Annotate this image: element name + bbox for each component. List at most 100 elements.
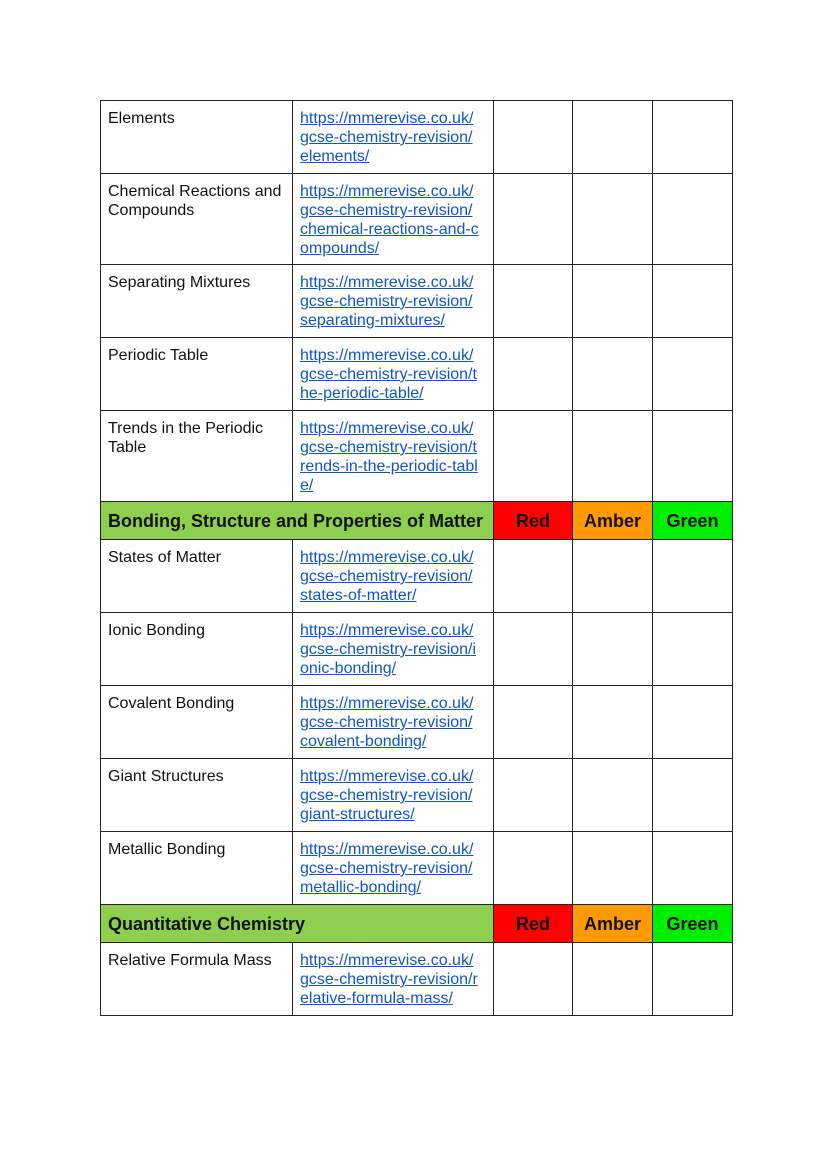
green-rating-cell[interactable] <box>652 539 733 613</box>
amber-rating-cell[interactable] <box>572 173 653 265</box>
link-text-line: chemical-reactions-and-c <box>300 221 479 238</box>
amber-rating-cell[interactable] <box>572 264 653 338</box>
link-cell: https://mmerevise.co.uk/gcse-chemistry-r… <box>292 758 494 832</box>
revision-link[interactable]: https://mmerevise.co.uk/gcse-chemistry-r… <box>300 183 479 257</box>
amber-rating-cell[interactable] <box>572 337 653 411</box>
amber-rating-cell[interactable] <box>572 831 653 905</box>
link-cell: https://mmerevise.co.uk/gcse-chemistry-r… <box>292 831 494 905</box>
red-rating-cell[interactable] <box>493 831 573 905</box>
red-rating-cell[interactable] <box>493 100 573 174</box>
red-rating-cell[interactable] <box>493 173 573 265</box>
link-text-line: gcse-chemistry-revision/ <box>300 787 473 804</box>
amber-rating-cell[interactable] <box>572 100 653 174</box>
link-text-line: https://mmerevise.co.uk/ <box>300 622 474 639</box>
link-cell: https://mmerevise.co.uk/gcse-chemistry-r… <box>292 539 494 613</box>
green-rating-cell[interactable] <box>652 831 733 905</box>
link-cell: https://mmerevise.co.uk/gcse-chemistry-r… <box>292 410 494 502</box>
amber-rating-cell[interactable] <box>572 410 653 502</box>
link-cell: https://mmerevise.co.uk/gcse-chemistry-r… <box>292 173 494 265</box>
revision-link[interactable]: https://mmerevise.co.uk/gcse-chemistry-r… <box>300 420 478 494</box>
amber-rating-cell[interactable] <box>572 942 653 1016</box>
link-text-line: gcse-chemistry-revision/ <box>300 293 473 310</box>
red-rating-cell[interactable] <box>493 539 573 613</box>
revision-link[interactable]: https://mmerevise.co.uk/gcse-chemistry-r… <box>300 952 478 1007</box>
link-text-line: https://mmerevise.co.uk/ <box>300 695 474 712</box>
revision-link[interactable]: https://mmerevise.co.uk/gcse-chemistry-r… <box>300 841 473 896</box>
link-text-line: gcse-chemistry-revision/ <box>300 714 473 731</box>
red-rating-cell[interactable] <box>493 942 573 1016</box>
red-rating-cell[interactable] <box>493 264 573 338</box>
topic-cell: Giant Structures <box>100 758 293 832</box>
revision-checklist-table: Elements https://mmerevise.co.uk/gcse-che… <box>100 100 733 1016</box>
link-text-line: elative-formula-mass/ <box>300 990 453 1007</box>
topic-cell: Trends in the Periodic Table <box>100 410 293 502</box>
table-row: Separating Mixtures https://mmerevise.co.… <box>100 264 733 338</box>
link-cell: https://mmerevise.co.uk/gcse-chemistry-r… <box>292 264 494 338</box>
section-header-row: Quantitative Chemistry Red Amber Green <box>100 904 733 943</box>
link-text-line: e/ <box>300 477 314 494</box>
link-cell: https://mmerevise.co.uk/gcse-chemistry-r… <box>292 685 494 759</box>
red-rating-cell[interactable] <box>493 612 573 686</box>
table-row: Metallic Bonding https://mmerevise.co.uk/… <box>100 831 733 905</box>
topic-cell: Metallic Bonding <box>100 831 293 905</box>
green-rating-cell[interactable] <box>652 942 733 1016</box>
green-rating-cell[interactable] <box>652 758 733 832</box>
table-row: Relative Formula Mass https://mmerevise.c… <box>100 942 733 1016</box>
revision-link[interactable]: https://mmerevise.co.uk/gcse-chemistry-r… <box>300 549 473 604</box>
link-text-line: onic-bonding/ <box>300 660 397 677</box>
link-text-line: https://mmerevise.co.uk/ <box>300 549 474 566</box>
table-row: Periodic Table https://mmerevise.co.uk/gc… <box>100 337 733 411</box>
link-text-line: https://mmerevise.co.uk/ <box>300 274 474 291</box>
link-cell: https://mmerevise.co.uk/gcse-chemistry-r… <box>292 100 494 174</box>
revision-link[interactable]: https://mmerevise.co.uk/gcse-chemistry-r… <box>300 622 476 677</box>
revision-link[interactable]: https://mmerevise.co.uk/gcse-chemistry-r… <box>300 347 477 402</box>
table-row: States of Matter https://mmerevise.co.uk/… <box>100 539 733 613</box>
revision-link[interactable]: https://mmerevise.co.uk/gcse-chemistry-r… <box>300 110 473 165</box>
red-rating-cell[interactable] <box>493 685 573 759</box>
red-rating-cell[interactable] <box>493 410 573 502</box>
amber-rating-cell[interactable] <box>572 539 653 613</box>
link-text-line: elements/ <box>300 148 370 165</box>
table-body: Elements https://mmerevise.co.uk/gcse-che… <box>100 100 733 1016</box>
link-text-line: states-of-matter/ <box>300 587 417 604</box>
table-row: Ionic Bonding https://mmerevise.co.uk/gcs… <box>100 612 733 686</box>
revision-link[interactable]: https://mmerevise.co.uk/gcse-chemistry-r… <box>300 768 473 823</box>
link-text-line: covalent-bonding/ <box>300 733 427 750</box>
revision-link[interactable]: https://mmerevise.co.uk/gcse-chemistry-r… <box>300 695 473 750</box>
amber-rating-cell[interactable] <box>572 758 653 832</box>
amber-rating-cell[interactable] <box>572 612 653 686</box>
link-text-line: gcse-chemistry-revision/ <box>300 860 473 877</box>
red-rating-cell[interactable] <box>493 337 573 411</box>
revision-link[interactable]: https://mmerevise.co.uk/gcse-chemistry-r… <box>300 274 473 329</box>
topic-cell: Ionic Bonding <box>100 612 293 686</box>
green-rating-cell[interactable] <box>652 264 733 338</box>
section-title: Bonding, Structure and Properties of Mat… <box>100 501 494 540</box>
amber-rating-cell[interactable] <box>572 685 653 759</box>
link-text-line: separating-mixtures/ <box>300 312 445 329</box>
green-rating-cell[interactable] <box>652 337 733 411</box>
link-text-line: https://mmerevise.co.uk/ <box>300 420 474 437</box>
link-text-line: ompounds/ <box>300 240 380 257</box>
topic-cell: Periodic Table <box>100 337 293 411</box>
amber-header: Amber <box>572 501 653 540</box>
table-row: Elements https://mmerevise.co.uk/gcse-che… <box>100 100 733 174</box>
table-row: Giant Structures https://mmerevise.co.uk/… <box>100 758 733 832</box>
topic-cell: Separating Mixtures <box>100 264 293 338</box>
table-row: Trends in the Periodic Table https://mmer… <box>100 410 733 502</box>
link-text-line: gcse-chemistry-revision/ <box>300 568 473 585</box>
link-text-line: rends-in-the-periodic-tabl <box>300 458 478 475</box>
link-text-line: https://mmerevise.co.uk/ <box>300 841 474 858</box>
red-header: Red <box>493 501 573 540</box>
green-rating-cell[interactable] <box>652 685 733 759</box>
link-text-line: https://mmerevise.co.uk/ <box>300 110 474 127</box>
green-rating-cell[interactable] <box>652 410 733 502</box>
link-text-line: https://mmerevise.co.uk/ <box>300 952 474 969</box>
green-header: Green <box>652 904 733 943</box>
red-rating-cell[interactable] <box>493 758 573 832</box>
section-header-row: Bonding, Structure and Properties of Mat… <box>100 501 733 540</box>
green-rating-cell[interactable] <box>652 173 733 265</box>
green-rating-cell[interactable] <box>652 612 733 686</box>
table-row: Covalent Bonding https://mmerevise.co.uk/… <box>100 685 733 759</box>
green-rating-cell[interactable] <box>652 100 733 174</box>
link-cell: https://mmerevise.co.uk/gcse-chemistry-r… <box>292 942 494 1016</box>
